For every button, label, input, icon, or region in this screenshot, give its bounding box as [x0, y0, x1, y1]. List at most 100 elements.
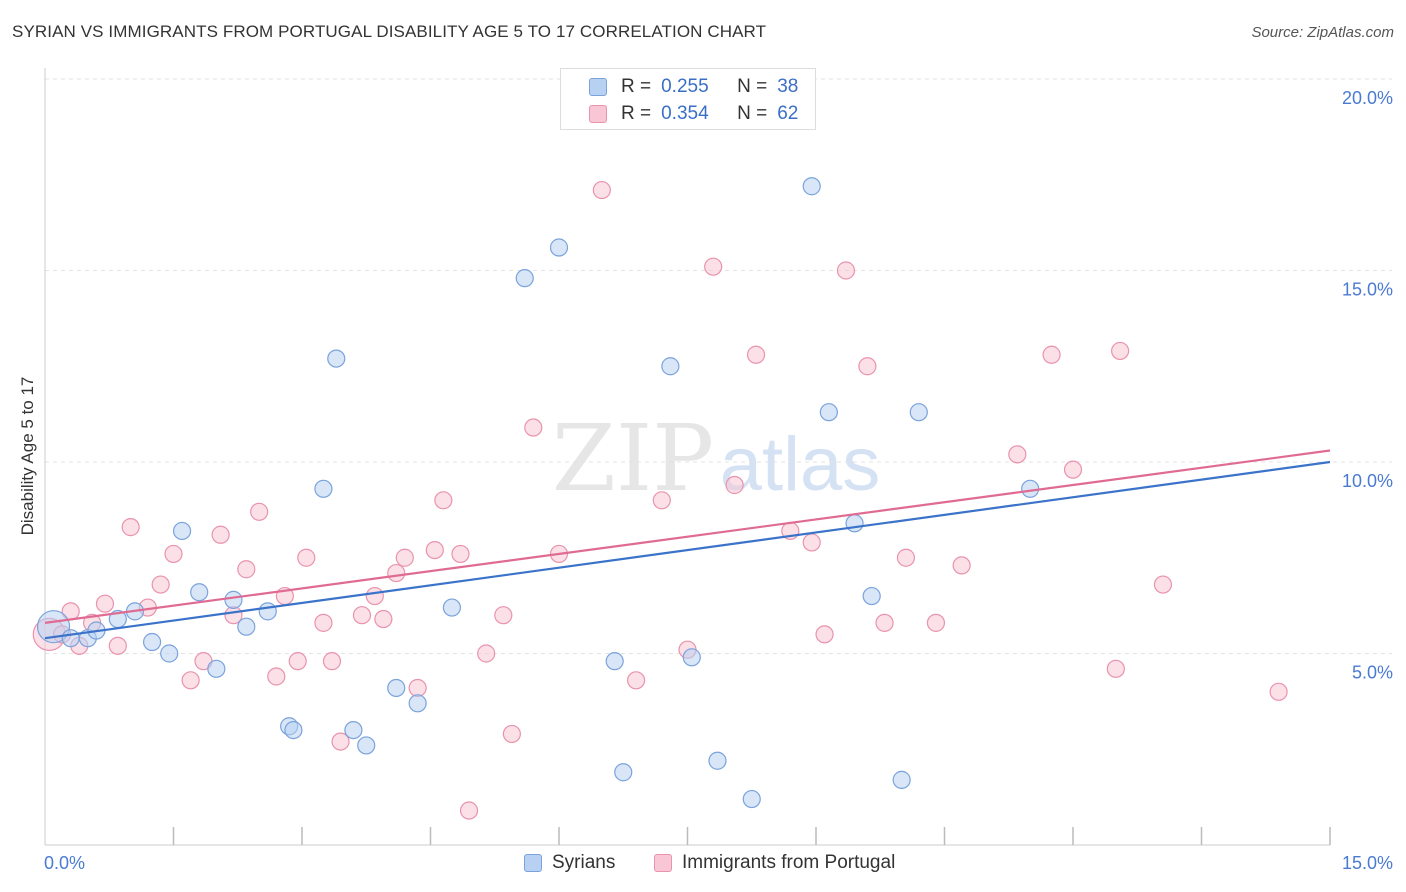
y-tick-label: 5.0% [1352, 663, 1393, 683]
portugal-point [802, 533, 821, 552]
portugal-point [314, 613, 333, 632]
syrians-point [515, 269, 534, 288]
portugal-point [815, 625, 834, 644]
portugal-swatch-icon [589, 105, 607, 123]
portugal-point [297, 548, 316, 567]
legend-item-label: Syrians [552, 852, 616, 873]
series-portugal-points [32, 180, 1288, 820]
portugal-point [322, 652, 342, 671]
series-syrians-points [36, 177, 1040, 809]
portugal-point [288, 652, 307, 671]
y-tick-labels: 5.0% 10.0% 15.0% 20.0% [1342, 88, 1393, 683]
y-tick-label: 10.0% [1342, 471, 1393, 491]
portugal-point [704, 257, 723, 276]
portugal-point [652, 491, 671, 510]
stats-legend: R = 0.255 N = 38 R = 0.354 N = 62 [560, 68, 816, 130]
legend-r-value: 0.255 [661, 76, 709, 97]
portugal-point [524, 418, 543, 437]
portugal-point [592, 180, 611, 200]
legend-item-syrians[interactable]: Syrians [524, 852, 615, 874]
portugal-point [331, 732, 350, 751]
portugal-point [164, 544, 183, 564]
portugal-point [365, 586, 384, 606]
syrians-point [172, 521, 192, 541]
syrians-swatch-icon [589, 78, 607, 96]
portugal-point [626, 671, 646, 690]
portugal-point [211, 525, 230, 544]
y-tick-label: 20.0% [1342, 88, 1393, 108]
portugal-point [952, 556, 971, 575]
syrians-point [61, 629, 80, 648]
syrians-point [892, 770, 911, 789]
portugal-point [502, 724, 521, 744]
syrians-point [605, 652, 624, 671]
watermark-zip: ZIP [552, 405, 714, 512]
portugal-point [746, 345, 766, 364]
portugal-point [459, 801, 479, 820]
portugal-point [408, 678, 427, 698]
series-legend: Syrians Immigrants from Portugal [0, 852, 1406, 878]
source-credit: Source: ZipAtlas.com [1251, 24, 1394, 41]
syrians-point [549, 238, 569, 257]
portugal-point [1063, 460, 1083, 479]
portugal-point [387, 563, 406, 583]
syrians-swatch-icon [524, 854, 542, 872]
syrians-point [845, 514, 864, 533]
syrians-point [862, 586, 881, 606]
portugal-point [725, 475, 744, 495]
watermark-atlas: atlas [720, 422, 881, 507]
syrians-point [357, 736, 376, 755]
legend-r-value: 0.354 [661, 103, 709, 124]
legend-item-label: Immigrants from Portugal [682, 852, 896, 873]
y-axis-label: Disability Age 5 to 17 [18, 376, 37, 536]
legend-row-portugal: R = 0.354 N = 62 [561, 101, 798, 127]
portugal-point [95, 594, 115, 613]
legend-n-value: 62 [777, 103, 799, 124]
portugal-point [896, 548, 916, 567]
portugal-point [425, 540, 444, 560]
syrians-point [708, 751, 727, 770]
portugal-point [237, 560, 256, 579]
portugal-point [374, 609, 393, 629]
portugal-point [181, 671, 200, 690]
syrians-point [142, 632, 162, 652]
legend-r-label: R = [621, 103, 652, 124]
syrians-point [909, 403, 928, 422]
syrians-point [819, 403, 838, 422]
portugal-point [395, 548, 414, 567]
syrians-point [314, 479, 333, 498]
syrians-point [224, 590, 243, 609]
syrians-point [682, 648, 701, 667]
syrians-point [742, 789, 761, 809]
portugal-trend-line [44, 449, 1331, 624]
legend-row-syrians: R = 0.255 N = 38 [561, 74, 798, 100]
syrians-point [408, 694, 427, 713]
legend-r-label: R = [621, 76, 652, 97]
legend-n-value: 38 [777, 76, 799, 97]
x-tick-labels: 0.0% 15.0% [44, 853, 1393, 873]
syrians-point [207, 659, 226, 678]
portugal-point [1269, 682, 1288, 701]
portugal-point [451, 544, 470, 564]
portugal-point [121, 518, 140, 537]
syrians-point [661, 357, 680, 376]
axes [44, 68, 1331, 846]
legend-n-label: N = [737, 76, 768, 97]
portugal-point [108, 636, 127, 655]
portugal-point [1153, 575, 1173, 594]
portugal-point [1042, 345, 1061, 364]
trend-lines [44, 449, 1331, 640]
watermark: ZIP atlas [552, 405, 880, 512]
portugal-point [494, 606, 513, 625]
legend-item-portugal[interactable]: Immigrants from Portugal [654, 852, 895, 874]
syrians-point [387, 678, 406, 698]
portugal-point [926, 613, 946, 632]
syrians-point [802, 177, 821, 196]
syrians-point [190, 583, 209, 602]
syrians-point [614, 763, 633, 782]
portugal-point [858, 357, 877, 376]
portugal-point [267, 667, 286, 686]
syrians-point [284, 720, 303, 740]
syrians-point [160, 644, 179, 663]
